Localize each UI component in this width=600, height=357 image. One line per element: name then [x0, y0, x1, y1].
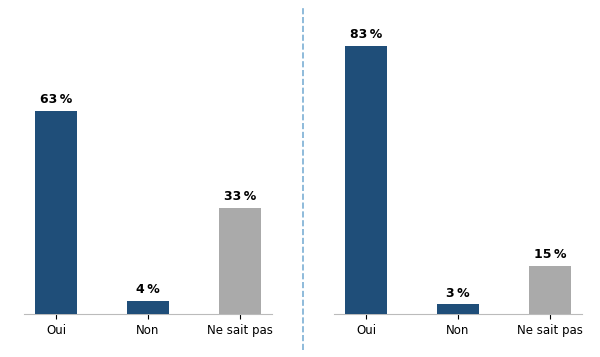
- Bar: [127, 301, 169, 314]
- Title: Est-il possible pour les électeurs
canadiensde vérifier, mettre à jour
ou complé: Est-il possible pour les électeurs canad…: [353, 0, 563, 2]
- Bar: [437, 305, 479, 314]
- Bar: [345, 46, 386, 314]
- Text: 33 %: 33 %: [224, 190, 256, 203]
- Text: 3 %: 3 %: [446, 287, 470, 300]
- Text: 83 %: 83 %: [350, 28, 382, 41]
- Text: 15 %: 15 %: [534, 248, 566, 261]
- Bar: [35, 111, 77, 314]
- Text: 63 %: 63 %: [40, 93, 72, 106]
- Bar: [220, 207, 261, 314]
- Bar: [529, 266, 571, 314]
- Title: Les électeurs  pouvaient-ils utiliser le
Service d’inscription en ligne des
élec: Les électeurs pouvaient-ils utiliser le …: [38, 0, 258, 2]
- Text: 4 %: 4 %: [136, 283, 160, 296]
